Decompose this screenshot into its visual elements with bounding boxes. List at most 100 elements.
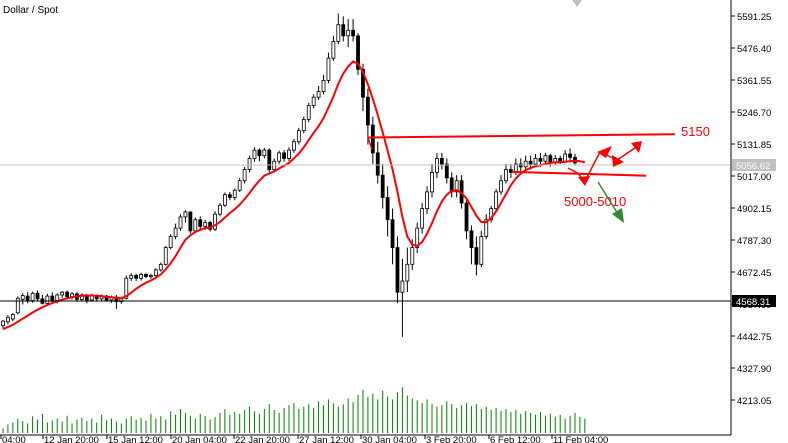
candle-body (558, 158, 563, 162)
candle-body (415, 227, 420, 249)
candle (573, 153, 577, 166)
candle (139, 272, 143, 281)
candle-body (425, 191, 429, 209)
resistance-label: 5150 (681, 124, 710, 139)
y-tick-label: 4213.05 (737, 396, 771, 407)
candle (213, 211, 217, 231)
candle-body (395, 247, 400, 293)
candle-body (158, 263, 163, 271)
candle (188, 211, 193, 234)
candle-body (311, 96, 316, 106)
candle-body (193, 219, 198, 232)
y-tick-label: 4442.75 (737, 332, 771, 343)
candle (10, 313, 15, 322)
candle (568, 148, 572, 162)
candle-body (504, 169, 508, 182)
candle (60, 291, 65, 298)
candle (292, 138, 296, 153)
candle (420, 203, 425, 234)
candle (425, 186, 429, 215)
candle-body (484, 219, 489, 237)
candle (134, 273, 139, 282)
candle-body (568, 153, 572, 158)
x-tick-label: 15 Jan 12:00 (108, 435, 163, 443)
candle-body (474, 247, 479, 265)
candle-body (10, 314, 15, 320)
candle-body (168, 236, 173, 249)
y-tick-label: 5246.70 (737, 108, 771, 119)
candle-body (430, 171, 434, 193)
candle (543, 152, 548, 165)
moving-average-line (2, 60, 586, 331)
candle-body (370, 124, 375, 154)
candle (553, 155, 558, 166)
x-tick-label: 20 Jan 04:00 (172, 435, 227, 443)
arrow-head-icon (597, 146, 612, 158)
candle-body (144, 273, 148, 277)
candle-body (222, 194, 227, 206)
x-tick-label: 3 Feb 20:00 (426, 435, 477, 443)
candle (198, 216, 203, 230)
candle (232, 188, 237, 201)
candle (242, 166, 247, 184)
candle-body (390, 219, 395, 249)
candle (227, 191, 232, 201)
candle (237, 177, 242, 192)
candle-body (134, 275, 139, 279)
candle (370, 116, 375, 165)
x-tick-label: 12 Jan 20:00 (44, 435, 99, 443)
x-tick-label: 27 Jan 12:00 (299, 435, 354, 443)
candle-body (296, 130, 301, 143)
candle-body (237, 180, 242, 191)
candle-body (139, 273, 143, 279)
candle (405, 247, 410, 293)
candle-body (267, 149, 272, 170)
candle-body (242, 169, 247, 182)
candle-body (380, 174, 385, 198)
candle-body (346, 29, 351, 37)
candle-body (420, 208, 425, 229)
x-tick-label: 22 Jan 20:00 (235, 435, 290, 443)
arrow-head-icon (578, 176, 590, 186)
candle (415, 222, 420, 254)
candle-body (65, 291, 70, 298)
scroll-marker-icon[interactable] (572, 0, 582, 7)
candle (351, 19, 356, 42)
candle (129, 273, 134, 282)
current-price-box (732, 158, 776, 171)
candle-body (533, 158, 538, 165)
trade-arrows (567, 141, 642, 223)
candle-body (227, 194, 232, 198)
arrow-head-icon (631, 141, 642, 153)
level-price-box (732, 295, 776, 308)
candle-body (356, 35, 360, 70)
candle (380, 164, 385, 209)
candle (336, 13, 341, 45)
candle (385, 186, 390, 237)
candle (316, 86, 321, 100)
candle (444, 158, 449, 184)
candle-body (6, 316, 10, 323)
candle (144, 273, 148, 279)
candle-body (489, 208, 494, 221)
candle-body (287, 149, 291, 159)
candle-body (232, 189, 237, 198)
candle (301, 116, 306, 134)
candle-body (30, 292, 35, 301)
candle (464, 197, 469, 240)
candle-body (163, 247, 168, 265)
candle-body (20, 295, 25, 300)
candle (474, 236, 479, 276)
candle (484, 214, 489, 240)
candle-body (326, 57, 331, 81)
candle (469, 225, 474, 265)
candle (395, 236, 400, 304)
candle (173, 223, 178, 240)
candle (430, 164, 434, 198)
candle (489, 205, 494, 223)
candle-body (292, 141, 296, 151)
candle (15, 296, 20, 315)
candle (400, 258, 405, 337)
candle-body (351, 29, 356, 37)
